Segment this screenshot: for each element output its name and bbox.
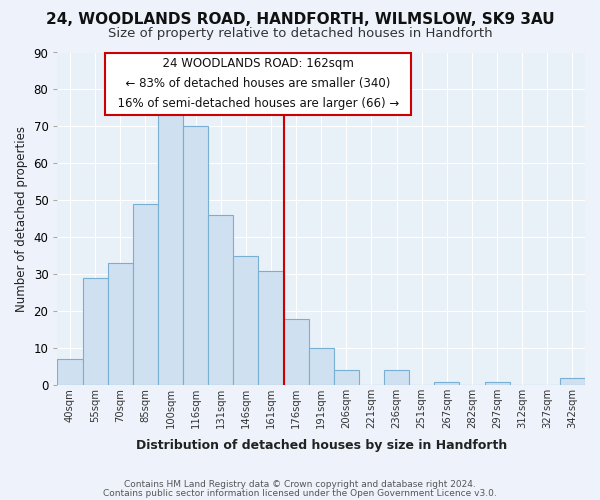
Bar: [308, 348, 334, 385]
Bar: [158, 116, 183, 385]
Bar: [208, 215, 233, 385]
Text: Size of property relative to detached houses in Handforth: Size of property relative to detached ho…: [107, 26, 493, 40]
Bar: [233, 256, 259, 385]
X-axis label: Distribution of detached houses by size in Handforth: Distribution of detached houses by size …: [136, 440, 507, 452]
Text: Contains HM Land Registry data © Crown copyright and database right 2024.: Contains HM Land Registry data © Crown c…: [124, 480, 476, 489]
Bar: [485, 382, 509, 385]
Bar: [83, 278, 108, 385]
Bar: [560, 378, 585, 385]
Bar: [384, 370, 409, 385]
Text: 24 WOODLANDS ROAD: 162sqm  
  ← 83% of detached houses are smaller (340)  
  16%: 24 WOODLANDS ROAD: 162sqm ← 83% of detac…: [110, 58, 406, 110]
Bar: [108, 263, 133, 385]
Text: 24, WOODLANDS ROAD, HANDFORTH, WILMSLOW, SK9 3AU: 24, WOODLANDS ROAD, HANDFORTH, WILMSLOW,…: [46, 12, 554, 28]
Bar: [434, 382, 460, 385]
Bar: [58, 360, 83, 385]
Text: Contains public sector information licensed under the Open Government Licence v3: Contains public sector information licen…: [103, 489, 497, 498]
Y-axis label: Number of detached properties: Number of detached properties: [15, 126, 28, 312]
Bar: [284, 318, 308, 385]
Bar: [183, 126, 208, 385]
Bar: [334, 370, 359, 385]
Bar: [259, 270, 284, 385]
Bar: [133, 204, 158, 385]
